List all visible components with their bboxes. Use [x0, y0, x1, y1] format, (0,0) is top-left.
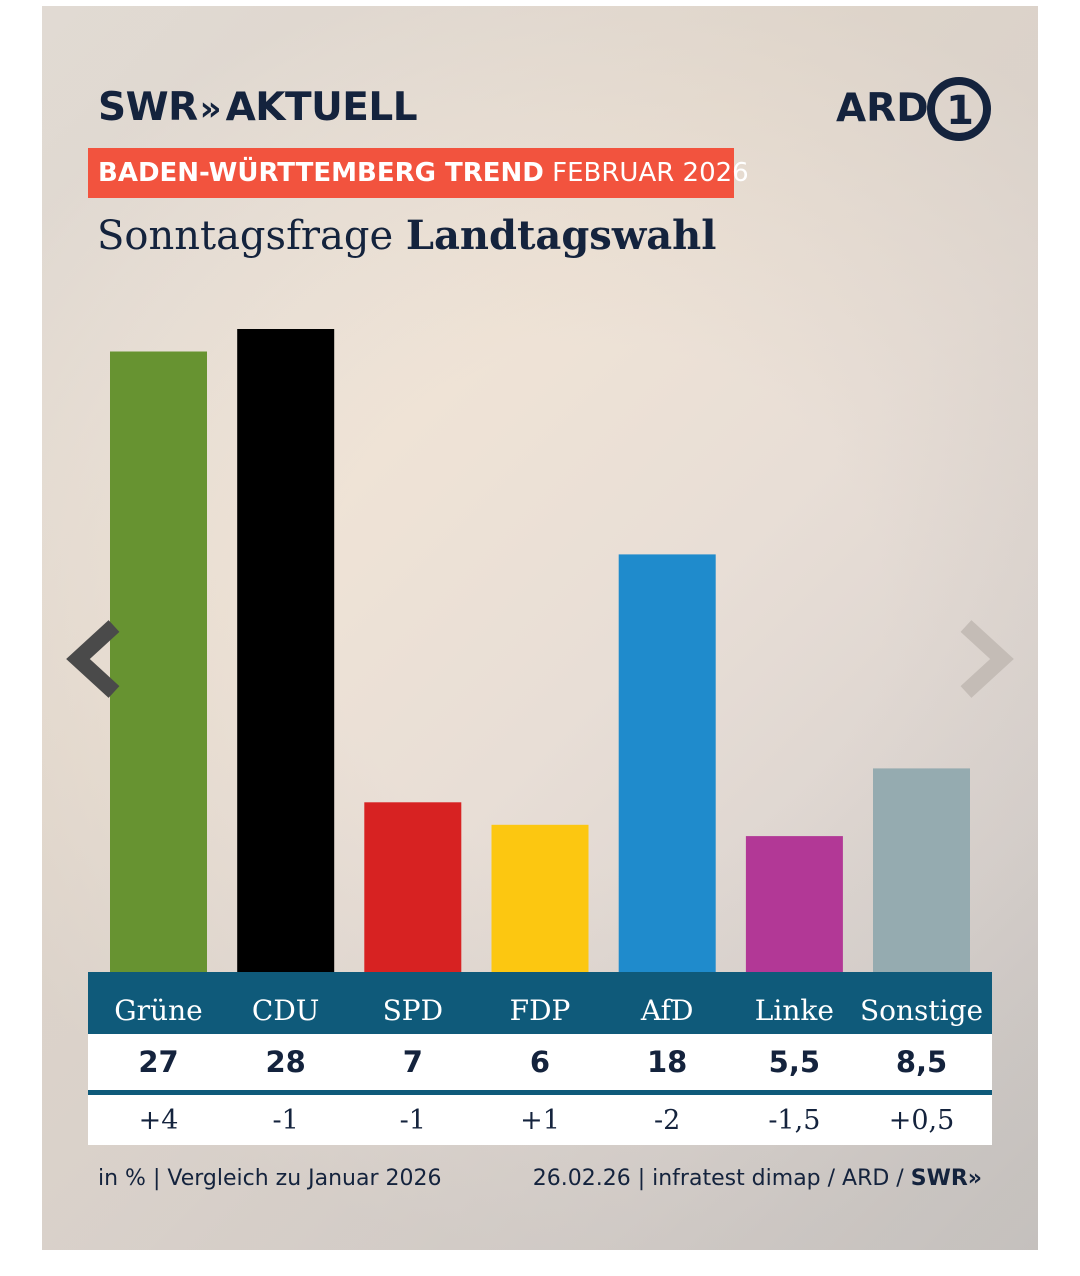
- bar-linke: [745, 836, 843, 986]
- party-label-row: Grüne CDU SPD FDP AfD Linke Sonstige: [88, 972, 992, 1034]
- party-label: Linke: [754, 994, 834, 1027]
- ard-logo-text: ARD: [836, 86, 929, 131]
- trend-banner: BADEN-WÜRTTEMBERG TREND FEBRUAR 2026: [88, 148, 749, 198]
- source-text: 26.02.26 | infratest dimap / ARD /: [532, 1166, 911, 1191]
- change-label: -1,5: [768, 1105, 821, 1136]
- party-label: Sonstige: [859, 994, 984, 1027]
- value-label: 28: [265, 1045, 306, 1079]
- value-row: 27 28 7 6 18 5,5 8,5: [88, 1034, 992, 1095]
- banner-title: BADEN-WÜRTTEMBERG TREND: [98, 158, 544, 188]
- swr-logo-text: SWR: [98, 85, 198, 130]
- value-label: 5,5: [768, 1045, 821, 1079]
- value-label: 8,5: [895, 1045, 948, 1079]
- title-bold: Landtagswahl: [405, 212, 717, 259]
- bar-afd: [618, 554, 716, 986]
- change-label: +4: [138, 1105, 179, 1136]
- change-row: +4 -1 -1 +1 -2 -1,5 +0,5: [88, 1095, 992, 1145]
- party-label: FDP: [509, 994, 571, 1027]
- party-label: CDU: [251, 994, 320, 1027]
- party-label: AfD: [640, 994, 694, 1027]
- party-label: Grüne: [114, 994, 203, 1027]
- bar-grüne: [110, 351, 207, 986]
- value-label: 7: [402, 1045, 423, 1079]
- swr-footer-chevrons-icon: »: [967, 1166, 982, 1191]
- change-label: +1: [520, 1105, 560, 1136]
- aktuell-text: AKTUELL: [225, 85, 418, 130]
- bar-spd: [364, 802, 462, 987]
- footer-unit-note: in % | Vergleich zu Januar 2026: [98, 1166, 442, 1191]
- change-label: +0,5: [888, 1105, 955, 1136]
- title-regular: Sonntagsfrage: [97, 213, 394, 259]
- page-title: Sonntagsfrage Landtagswahl: [97, 208, 716, 264]
- change-label: -2: [654, 1105, 681, 1136]
- ard-logo: ARD 1: [836, 74, 996, 144]
- bar-cdu: [237, 329, 335, 986]
- prev-slide-button[interactable]: [64, 616, 128, 702]
- bar-fdp: [491, 824, 589, 986]
- bar-sonstige: [873, 768, 970, 986]
- value-label: 27: [138, 1045, 179, 1079]
- swr-aktuell-logo: SWR» AKTUELL: [98, 84, 418, 132]
- change-label: -1: [272, 1105, 299, 1136]
- value-label: 6: [529, 1045, 551, 1079]
- swr-footer-logo: SWR: [910, 1166, 968, 1191]
- footer-source: 26.02.26 | infratest dimap / ARD / SWR»: [533, 1162, 982, 1196]
- chevron-left-icon: [66, 620, 120, 698]
- value-label: 18: [646, 1045, 688, 1079]
- party-label: SPD: [382, 994, 444, 1027]
- next-slide-button[interactable]: [952, 616, 1016, 702]
- change-label: -1: [399, 1105, 426, 1136]
- chevron-right-icon: [960, 620, 1014, 698]
- ard-one-digit: 1: [946, 88, 974, 134]
- banner-date: FEBRUAR 2026: [552, 158, 749, 188]
- ard-one-icon: 1: [927, 77, 991, 141]
